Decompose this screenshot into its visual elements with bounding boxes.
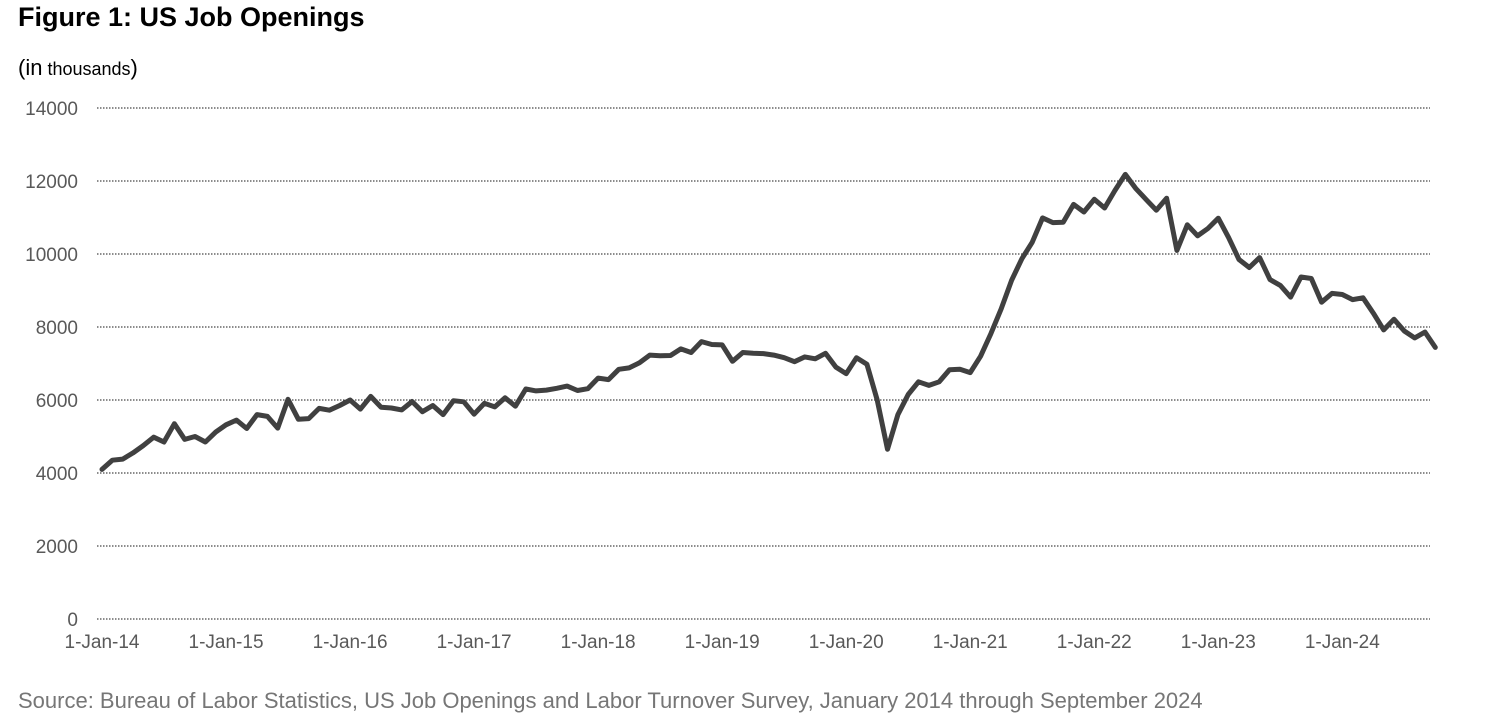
series-layer — [99, 171, 1438, 472]
y-tick-label: 12000 — [25, 172, 78, 193]
y-tick-label: 10000 — [25, 245, 78, 266]
x-tick-label: 1-Jan-23 — [1181, 632, 1256, 653]
x-axis: 1-Jan-14 1-Jan-15 1-Jan-16 1-Jan-17 1-Jan-18… — [65, 632, 1381, 653]
x-tick-label: 1-Jan-20 — [809, 632, 884, 653]
x-tick-label: 1-Jan-17 — [437, 632, 512, 653]
y-tick-label: 14000 — [25, 99, 78, 120]
x-tick-label: 1-Jan-24 — [1305, 632, 1380, 653]
x-tick-label: 1-Jan-14 — [65, 632, 140, 653]
series-line — [99, 171, 1438, 472]
x-tick-label: 1-Jan-16 — [313, 632, 388, 653]
source-note: Source: Bureau of Labor Statistics, US J… — [18, 688, 1203, 713]
gridlines — [97, 107, 1430, 620]
x-tick-label: 1-Jan-15 — [189, 632, 264, 653]
y-tick-label: 6000 — [36, 391, 78, 412]
x-tick-label: 1-Jan-22 — [1057, 632, 1132, 653]
chart-title: Figure 1: US Job Openings — [18, 2, 365, 32]
x-tick-label: 1-Jan-18 — [561, 632, 636, 653]
units-main: in — [25, 55, 43, 80]
units-close-paren: ) — [130, 55, 138, 80]
x-tick-label: 1-Jan-21 — [933, 632, 1008, 653]
y-units-label: (in thousands) — [18, 55, 138, 81]
y-axis: 0 2000 4000 6000 8000 10000 12000 14000 — [25, 99, 78, 631]
x-tick-label: 1-Jan-19 — [685, 632, 760, 653]
y-tick-label: 0 — [67, 610, 78, 631]
units-small: thousands — [42, 59, 131, 79]
y-tick-label: 4000 — [36, 464, 78, 485]
y-tick-label: 8000 — [36, 318, 78, 339]
y-tick-label: 2000 — [36, 537, 78, 558]
units-open-paren: ( — [18, 55, 26, 80]
